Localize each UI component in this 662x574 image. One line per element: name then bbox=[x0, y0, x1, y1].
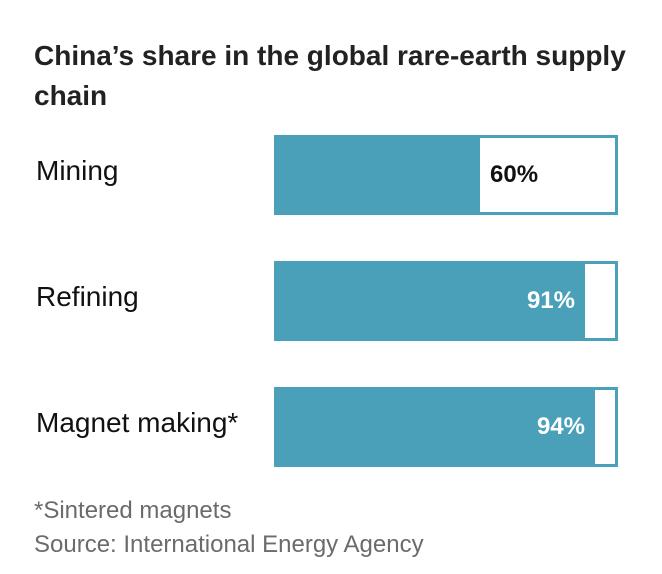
chart-title: China’s share in the global rare-earth s… bbox=[34, 40, 626, 111]
footnote: *Sintered magnets bbox=[34, 497, 232, 524]
category-label: Magnet making* bbox=[36, 407, 239, 438]
data-label: 91% bbox=[526, 287, 575, 314]
bar-track: 91% bbox=[274, 261, 618, 341]
bar bbox=[277, 264, 585, 338]
bar-track: 94% bbox=[274, 387, 618, 467]
category-label: Mining bbox=[36, 155, 119, 186]
data-label: 94% bbox=[536, 413, 585, 440]
category-label: Refining bbox=[36, 281, 139, 312]
bar bbox=[277, 390, 595, 464]
bar bbox=[277, 138, 480, 212]
bar-track: 60% bbox=[274, 135, 618, 215]
data-label: 60% bbox=[490, 161, 539, 188]
source-note: Source: International Energy Agency bbox=[34, 531, 424, 558]
chart-notes: *Sintered magnets Source: International … bbox=[34, 494, 424, 562]
